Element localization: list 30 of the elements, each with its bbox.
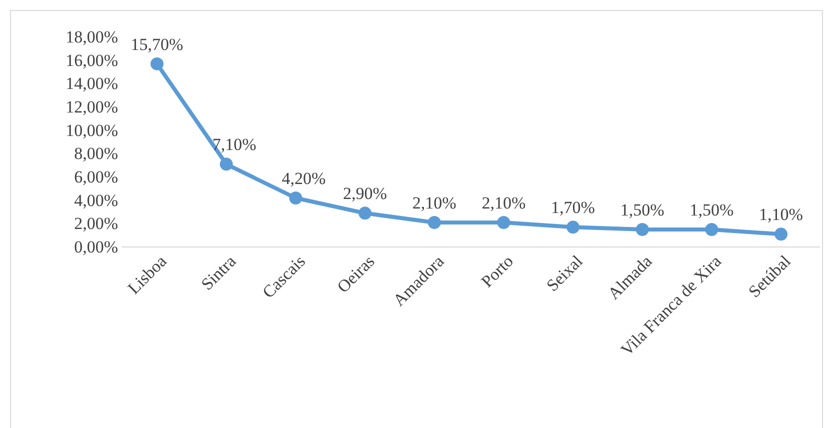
data-label: 2,90%	[343, 184, 387, 204]
point	[497, 216, 510, 229]
y-tick-label: 8,00%	[74, 144, 118, 164]
data-label: 1,50%	[620, 200, 664, 220]
point	[774, 228, 788, 241]
point	[150, 57, 164, 70]
point	[220, 158, 233, 171]
data-label: 1,10%	[759, 205, 803, 224]
y-tick-label: 10,00%	[66, 120, 118, 140]
point	[289, 192, 302, 204]
point	[428, 216, 441, 229]
y-tick-label: 16,00%	[66, 50, 118, 70]
y-tick-label: 0,00%	[74, 237, 118, 256]
point	[636, 223, 649, 236]
y-tick-label: 12,00%	[66, 97, 118, 116]
y-tick-label: 2,00%	[74, 214, 118, 234]
data-label: 1,50%	[690, 200, 734, 220]
point	[358, 206, 372, 220]
data-label: 4,20%	[282, 169, 326, 188]
point	[705, 223, 718, 236]
data-label: 2,10%	[482, 194, 526, 212]
y-tick-label: 18,00%	[66, 27, 118, 46]
point	[566, 220, 580, 234]
y-tick-label: 6,00%	[74, 167, 118, 186]
data-label: 7,10%	[212, 135, 256, 154]
y-tick-label: 4,00%	[74, 190, 118, 210]
data-label: 1,70%	[551, 198, 595, 218]
y-tick-label: 14,00%	[66, 74, 118, 94]
data-label: 15,70%	[130, 34, 184, 54]
data-label: 2,10%	[412, 194, 456, 212]
